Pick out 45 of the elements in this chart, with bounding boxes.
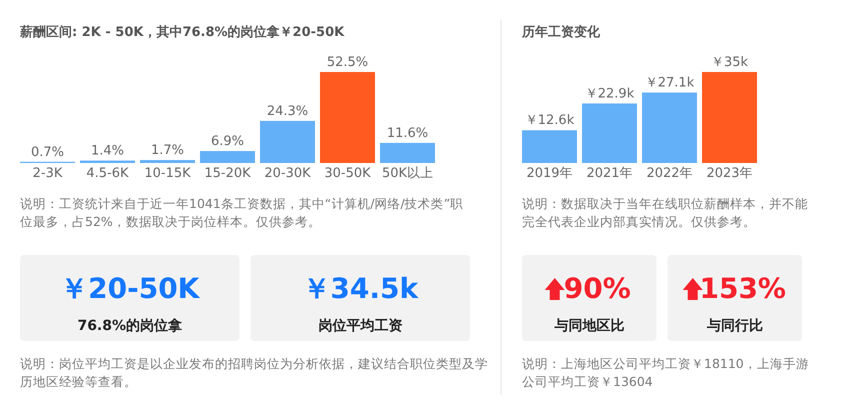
data-label: 6.9% <box>210 134 244 150</box>
category-label: 76.8%的岗位拿 <box>77 318 182 334</box>
bar <box>140 160 195 163</box>
data-label: 52.5% <box>326 55 368 70</box>
bar <box>522 130 577 163</box>
bar <box>200 151 255 163</box>
data-label: 1.4% <box>90 144 124 159</box>
chart-title: 薪酬区间: 2K - 50K，其中76.8%的岗位拿￥20-50K <box>19 24 346 40</box>
text: 说明：上海地区公司平均工资￥18110，上海手游公司平均工资￥13604 <box>522 356 809 389</box>
data-label: 0.7% <box>30 144 64 160</box>
x-tick-label: 2-3K <box>32 166 63 181</box>
text: 说明：数据取决于当年在线职位薪酬样本，并不能完全代表企业内部真实情况。仅供参考。 <box>522 196 808 229</box>
x-tick-label: 4.5-6K <box>86 166 130 181</box>
data-label: ￥12.6k <box>524 113 575 128</box>
category-label: 与同地区比 <box>553 318 624 334</box>
bar <box>260 120 315 163</box>
category-label: 与同行比 <box>706 318 763 334</box>
x-tick-label: 50K以上 <box>382 166 434 181</box>
bar <box>582 103 637 163</box>
text: ￥34.5k <box>302 272 418 305</box>
data-label: 1.7% <box>150 143 184 158</box>
text: 说明：工资统计来自于近一年1041条工资数据，其中“计算机/网络/技术类”职位最多，占52%，数据取决于岗位样本。仅供参考。 <box>20 196 464 229</box>
x-tick-label: 30-50K <box>324 166 372 181</box>
bar <box>320 72 375 163</box>
x-tick-label: 10-15K <box>144 166 192 181</box>
data-label: ￥27.1k <box>644 76 695 91</box>
bar <box>702 72 757 163</box>
text: 153% <box>699 272 786 305</box>
x-tick-label: 20-30K <box>264 166 312 181</box>
data-label: ￥22.9k <box>584 86 635 102</box>
x-tick-label: 2023年 <box>706 166 753 181</box>
category-label: 岗位平均工资 <box>318 318 402 334</box>
data-label: 11.6% <box>386 126 428 141</box>
x-tick-label: 2019年 <box>526 166 573 181</box>
text: 说明：岗位平均工资是以企业发布的招聘岗位为分析依据，建议结合职位类型及学历地区经验等查看。 <box>20 356 488 389</box>
text: 90% <box>564 272 631 305</box>
x-tick-label: 2022年 <box>646 166 693 181</box>
x-tick-label: 2021年 <box>586 166 633 181</box>
x-tick-label: 15-20K <box>204 166 252 181</box>
text: ￥20-50K <box>60 272 200 305</box>
bar <box>642 92 697 163</box>
chart-title: 历年工资变化 <box>521 24 601 40</box>
bar <box>380 142 435 163</box>
data-label: ￥35k <box>710 55 749 70</box>
data-label: 24.3% <box>266 104 308 119</box>
